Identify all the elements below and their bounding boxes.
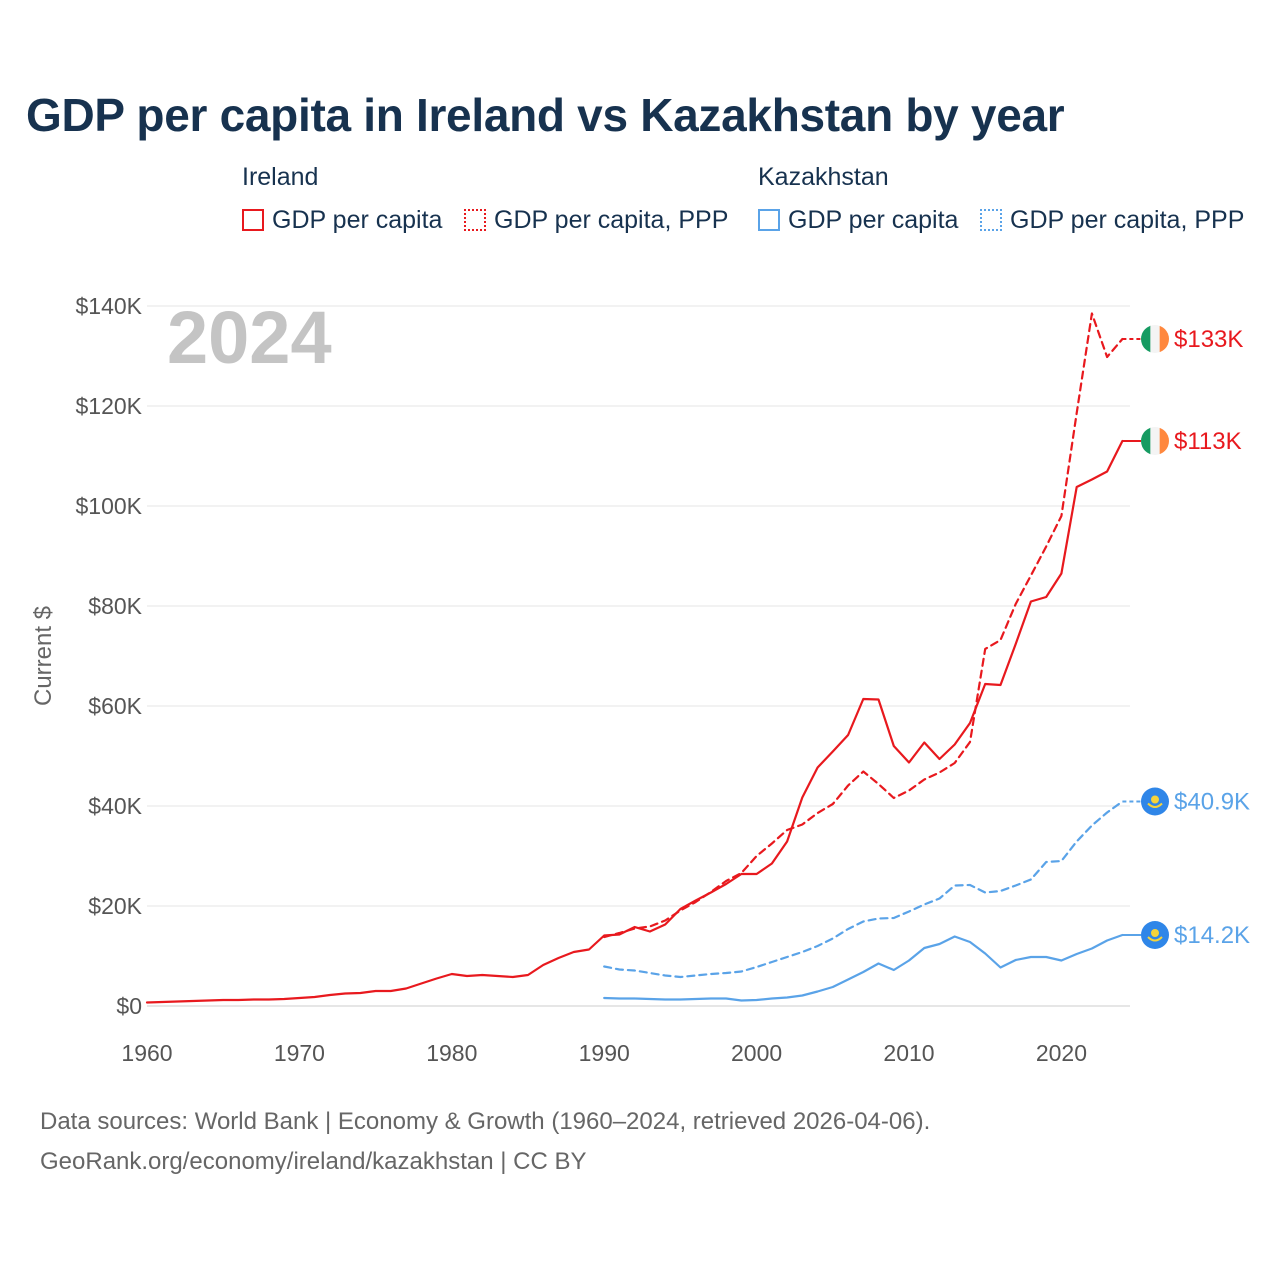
legend-item-kazakhstan-ppp[interactable]: GDP per capita, PPP xyxy=(980,204,1244,236)
x-tick-label: 1980 xyxy=(426,1040,477,1066)
y-tick-label: $140K xyxy=(75,293,142,319)
kazakhstan-flag-icon xyxy=(1141,787,1169,816)
footer-sources: Data sources: World Bank | Economy & Gro… xyxy=(40,1108,931,1135)
x-tick-label: 1960 xyxy=(121,1040,172,1066)
x-tick-label: 2000 xyxy=(731,1040,782,1066)
kazakhstan-flag-icon xyxy=(1141,921,1169,949)
x-tick-label: 1970 xyxy=(274,1040,325,1066)
end-value-label: $133K xyxy=(1174,326,1243,353)
y-tick-label: $120K xyxy=(75,393,142,419)
ireland-flag-icon xyxy=(1141,325,1169,353)
y-axis-title: Current $ xyxy=(30,606,57,706)
legend-label: GDP per capita xyxy=(272,205,443,234)
footer-link: GeoRank.org/economy/ireland/kazakhstan |… xyxy=(40,1148,587,1175)
end-value-label: $40.9K xyxy=(1174,789,1250,816)
x-tick-label: 1990 xyxy=(579,1040,630,1066)
y-tick-label: $0 xyxy=(116,993,142,1019)
legend-swatch-solid-red xyxy=(242,209,264,231)
legend-swatch-dotted-blue xyxy=(980,209,1002,231)
y-tick-label: $100K xyxy=(75,493,142,519)
legend-item-ireland-ppp[interactable]: GDP per capita, PPP xyxy=(464,204,728,236)
x-tick-label: 2020 xyxy=(1036,1040,1087,1066)
end-value-label: $113K xyxy=(1174,428,1242,455)
legend-label: GDP per capita, PPP xyxy=(1010,205,1245,234)
y-tick-label: $80K xyxy=(88,593,142,619)
end-value-label: $14.2K xyxy=(1174,922,1250,949)
x-tick-label: 2010 xyxy=(883,1040,934,1066)
chart-title: GDP per capita in Ireland vs Kazakhstan … xyxy=(26,89,1065,141)
legend-label: GDP per capita xyxy=(788,205,959,234)
legend-group-ireland: Ireland xyxy=(242,163,319,191)
series-line-kazakhstan-gdp xyxy=(603,933,1124,1002)
legend-swatch-solid-blue xyxy=(758,209,780,231)
y-tick-label: $20K xyxy=(88,893,142,919)
legend-group-kazakhstan: Kazakhstan xyxy=(758,163,889,191)
y-tick-label: $40K xyxy=(88,793,142,819)
legend-item-ireland-gdp[interactable]: GDP per capita xyxy=(242,204,442,236)
y-tick-label: $60K xyxy=(88,693,142,719)
series-line-ireland-ppp xyxy=(603,312,1124,939)
series-line-ireland-gdp xyxy=(145,439,1124,1004)
series-line-kazakhstan-ppp xyxy=(603,800,1124,979)
legend-swatch-dotted-red xyxy=(464,209,486,231)
ireland-flag-icon xyxy=(1141,427,1169,455)
legend-item-kazakhstan-gdp[interactable]: GDP per capita xyxy=(758,204,958,236)
year-label: 2024 xyxy=(167,296,332,379)
legend-label: GDP per capita, PPP xyxy=(494,205,729,234)
